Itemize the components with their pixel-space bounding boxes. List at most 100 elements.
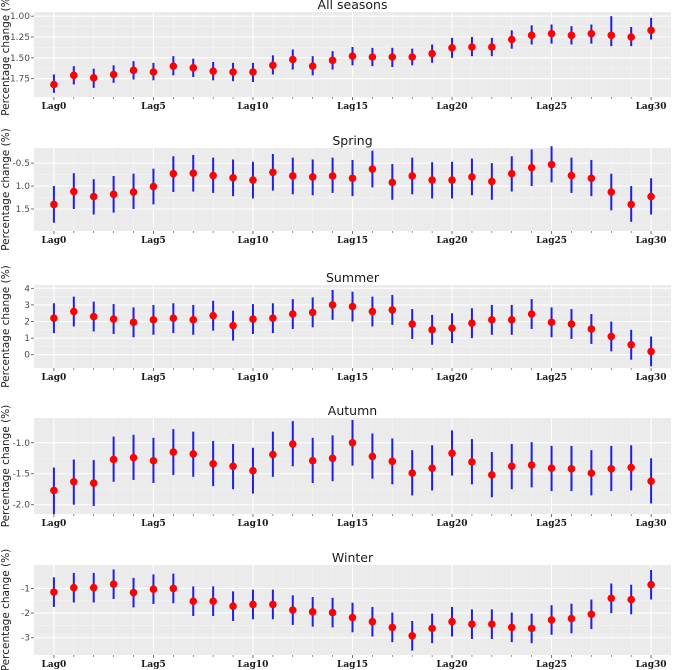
- estimate-point: [587, 325, 596, 333]
- estimate-point: [149, 585, 158, 593]
- x-tick-label: Lag30: [636, 102, 667, 112]
- x-tick-label: Lag30: [636, 373, 667, 383]
- estimate-point: [308, 308, 317, 317]
- x-tick-label: Lag20: [437, 236, 468, 246]
- estimate-point: [249, 176, 257, 184]
- y-tick-label: 1: [24, 334, 30, 344]
- estimate-point: [527, 310, 536, 318]
- estimate-point: [229, 462, 237, 471]
- estimate-point: [308, 608, 317, 616]
- estimate-point: [647, 477, 655, 485]
- x-tick-label: Lag20: [437, 373, 468, 383]
- estimate-point: [169, 448, 178, 456]
- y-tick-label: -1.5: [12, 470, 30, 480]
- estimate-point: [527, 461, 536, 469]
- estimate-point: [368, 165, 377, 173]
- estimate-point: [488, 471, 496, 479]
- y-tick-label: 0: [24, 351, 30, 361]
- estimate-point: [488, 620, 496, 628]
- estimate-point: [328, 454, 337, 463]
- panel-3: -1.0 -1.5 -2.0 Lag0 Lag5 Lag10 Lag15 Lag20 Lag25…: [0, 403, 671, 529]
- x-tick-label: Lag5: [141, 373, 166, 383]
- estimate-point: [70, 71, 78, 80]
- estimate-point: [308, 62, 317, 70]
- estimate-point: [288, 606, 297, 614]
- estimate-point: [587, 29, 596, 38]
- y-tick-label: -1.0: [12, 439, 30, 449]
- x-tick-label: Lag5: [141, 660, 166, 670]
- estimate-point: [209, 311, 217, 320]
- estimate-point: [607, 188, 616, 196]
- estimate-point: [567, 31, 576, 40]
- estimate-point: [149, 182, 158, 191]
- x-tick-label: Lag25: [536, 519, 567, 529]
- estimate-point: [368, 53, 377, 61]
- estimate-point: [388, 623, 397, 632]
- estimate-point: [507, 35, 516, 44]
- estimate-point: [89, 583, 98, 592]
- estimate-point: [428, 624, 436, 633]
- estimate-point: [547, 318, 556, 327]
- panel-title: Autumn: [328, 403, 377, 418]
- estimate-point: [607, 594, 616, 603]
- estimate-point: [348, 613, 357, 622]
- y-tick-label: 2: [24, 318, 30, 328]
- estimate-point: [169, 314, 178, 323]
- x-tick-label: Lag5: [141, 519, 166, 529]
- estimate-point: [408, 172, 417, 180]
- estimate-point: [89, 192, 98, 201]
- x-tick-label: Lag0: [42, 660, 67, 670]
- estimate-point: [547, 160, 556, 169]
- estimate-point: [109, 190, 118, 199]
- estimate-point: [328, 172, 337, 180]
- estimate-point: [50, 588, 58, 596]
- x-tick-label: Lag25: [536, 102, 567, 112]
- x-tick-label: Lag25: [536, 660, 567, 670]
- estimate-point: [169, 62, 178, 70]
- x-tick-label: Lag15: [337, 519, 368, 529]
- estimate-point: [547, 464, 556, 472]
- estimate-point: [229, 174, 237, 182]
- estimate-point: [348, 174, 357, 183]
- estimate-point: [507, 623, 516, 632]
- estimate-point: [488, 316, 496, 324]
- x-tick-label: Lag10: [237, 236, 268, 246]
- estimate-point: [348, 438, 357, 447]
- estimate-point: [448, 449, 456, 458]
- estimate-point: [368, 452, 377, 461]
- x-tick-label: Lag10: [237, 102, 268, 112]
- estimate-point: [308, 173, 317, 181]
- x-tick-label: Lag15: [337, 102, 368, 112]
- x-tick-label: Lag0: [42, 102, 67, 112]
- x-tick-label: Lag10: [237, 519, 268, 529]
- estimate-point: [229, 602, 237, 610]
- panel-0: -1.00 -1.25 -1.50 -1.75 Lag0 Lag5 Lag10 Lag15 La…: [0, 0, 671, 116]
- estimate-point: [567, 320, 576, 328]
- x-tick-label: Lag10: [237, 373, 268, 383]
- estimate-point: [428, 464, 436, 472]
- panel-title: Summer: [326, 270, 380, 285]
- y-tick-label: 1.0: [16, 182, 31, 192]
- estimate-point: [488, 177, 496, 186]
- estimate-point: [129, 588, 138, 597]
- estimate-point: [448, 176, 456, 184]
- estimate-point: [587, 610, 596, 619]
- estimate-point: [109, 580, 118, 589]
- estimate-point: [209, 67, 217, 75]
- estimate-point: [129, 453, 138, 462]
- estimate-point: [607, 31, 616, 40]
- estimate-point: [468, 620, 476, 628]
- estimate-point: [527, 31, 536, 40]
- x-tick-label: Lag15: [337, 236, 368, 246]
- estimate-point: [507, 316, 516, 324]
- estimate-point: [89, 74, 98, 82]
- estimate-point: [388, 53, 397, 61]
- y-tick-label: -1.00: [7, 12, 31, 22]
- estimate-point: [70, 583, 78, 592]
- x-tick-label: Lag5: [141, 236, 166, 246]
- estimate-point: [50, 314, 58, 323]
- panel-4: -1 -2 -3 Lag0 Lag5 Lag10 Lag15 Lag20 Lag25 Lag30 W…: [0, 549, 671, 670]
- x-tick-label: Lag30: [636, 660, 667, 670]
- estimate-point: [468, 319, 476, 327]
